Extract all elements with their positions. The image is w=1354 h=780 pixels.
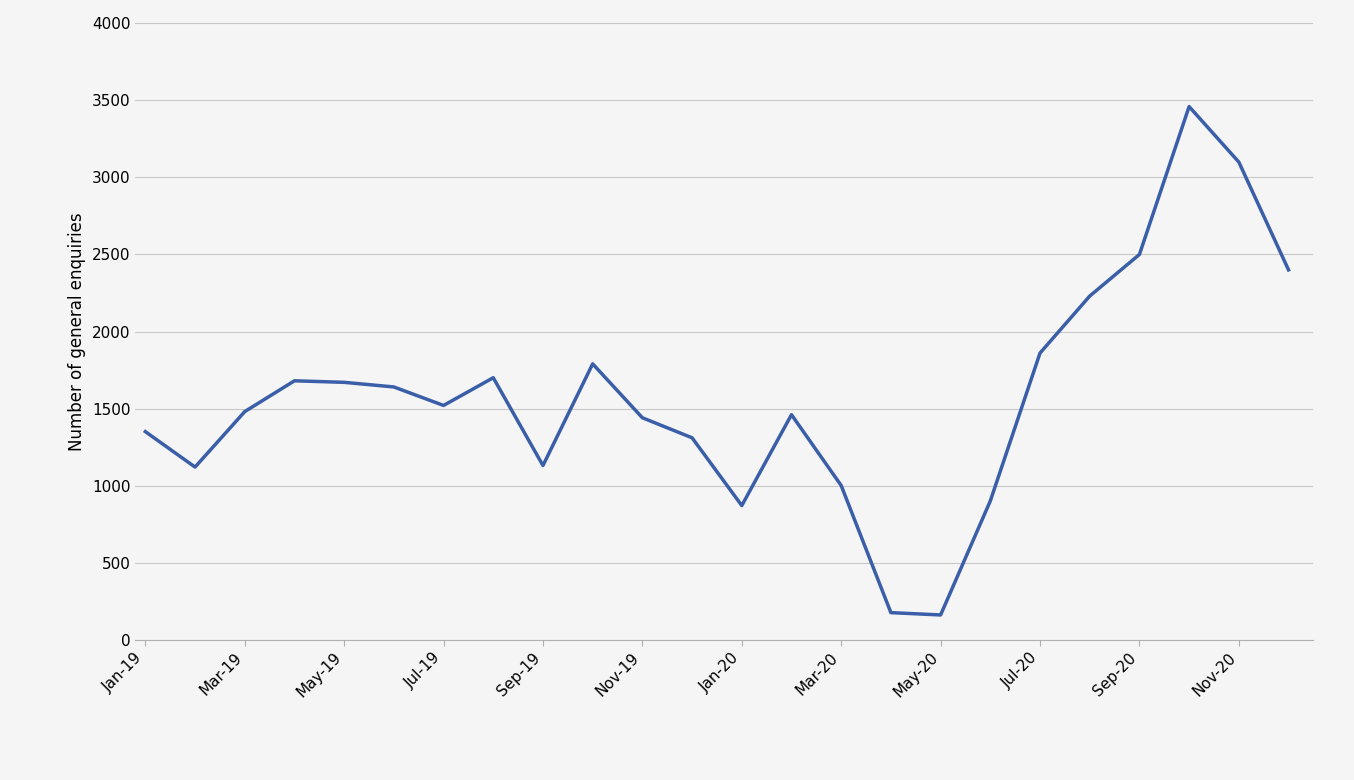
Y-axis label: Number of general enquiries: Number of general enquiries bbox=[68, 212, 87, 451]
